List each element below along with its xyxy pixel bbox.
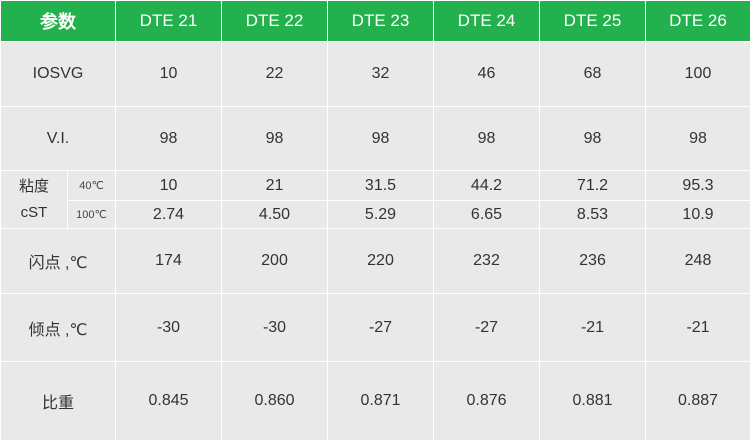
row-label-vi: V.I. [1,107,116,171]
table-cell: 10 [116,171,222,201]
table-cell: 232 [434,229,540,294]
table-cell: 32 [328,42,434,107]
row-label-pour-point: 倾点 ,℃ [1,294,116,362]
table-cell: 98 [540,107,646,171]
column-header-dte23: DTE 23 [328,1,434,42]
table-cell: 236 [540,229,646,294]
row-label-specific-gravity: 比重 [1,362,116,441]
table-cell: 0.871 [328,362,434,441]
row-label-flash-point: 闪点 ,℃ [1,229,116,294]
table-cell: 98 [222,107,328,171]
table-cell: 21 [222,171,328,201]
param-header: 参数 [1,1,116,42]
table-cell: 0.845 [116,362,222,441]
table-cell: -21 [646,294,750,362]
table-cell: 10.9 [646,201,750,229]
table-cell: 98 [434,107,540,171]
viscosity-label-line2: cST [1,200,67,226]
table-cell: 0.860 [222,362,328,441]
table-cell: 8.53 [540,201,646,229]
table-cell: 0.876 [434,362,540,441]
table-row-flash-point: 闪点 ,℃ 174 200 220 232 236 248 [1,229,750,294]
table-cell: -30 [116,294,222,362]
column-header-dte21: DTE 21 [116,1,222,42]
table-cell: 98 [116,107,222,171]
table-cell: 4.50 [222,201,328,229]
row-sublabel-100c: 100℃ [68,201,116,229]
row-label-viscosity: 粘度 cST [1,171,68,229]
column-header-dte24: DTE 24 [434,1,540,42]
table-row-specific-gravity: 比重 0.845 0.860 0.871 0.876 0.881 0.887 [1,362,750,441]
table-cell: 68 [540,42,646,107]
table-cell: 10 [116,42,222,107]
column-header-dte26: DTE 26 [646,1,750,42]
table-cell: 22 [222,42,328,107]
table-cell: 71.2 [540,171,646,201]
viscosity-label-line1: 粘度 [1,174,67,200]
header-row: 参数 DTE 21 DTE 22 DTE 23 DTE 24 DTE 25 DT… [1,1,750,42]
table-cell: 0.881 [540,362,646,441]
table-cell: 44.2 [434,171,540,201]
table-cell: 200 [222,229,328,294]
table-cell: 220 [328,229,434,294]
table-cell: 98 [646,107,750,171]
table-row-pour-point: 倾点 ,℃ -30 -30 -27 -27 -21 -21 [1,294,750,362]
table-cell: -27 [434,294,540,362]
table-row-viscosity-100: 100℃ 2.74 4.50 5.29 6.65 8.53 10.9 [1,201,750,229]
column-header-dte22: DTE 22 [222,1,328,42]
row-label-iosvg: IOSVG [1,42,116,107]
table-row-viscosity-40: 粘度 cST 40℃ 10 21 31.5 44.2 71.2 95.3 [1,171,750,201]
table-cell: 95.3 [646,171,750,201]
table-cell: 2.74 [116,201,222,229]
table-cell: -27 [328,294,434,362]
table-cell: 174 [116,229,222,294]
table-cell: 0.887 [646,362,750,441]
table-cell: 5.29 [328,201,434,229]
table-cell: 248 [646,229,750,294]
row-sublabel-40c: 40℃ [68,171,116,201]
table-cell: 98 [328,107,434,171]
table-cell: -21 [540,294,646,362]
table-cell: 100 [646,42,750,107]
column-header-dte25: DTE 25 [540,1,646,42]
table-row-vi: V.I. 98 98 98 98 98 98 [1,107,750,171]
table-cell: -30 [222,294,328,362]
table-cell: 31.5 [328,171,434,201]
table-cell: 46 [434,42,540,107]
table-row-iosvg: IOSVG 10 22 32 46 68 100 [1,42,750,107]
table-cell: 6.65 [434,201,540,229]
